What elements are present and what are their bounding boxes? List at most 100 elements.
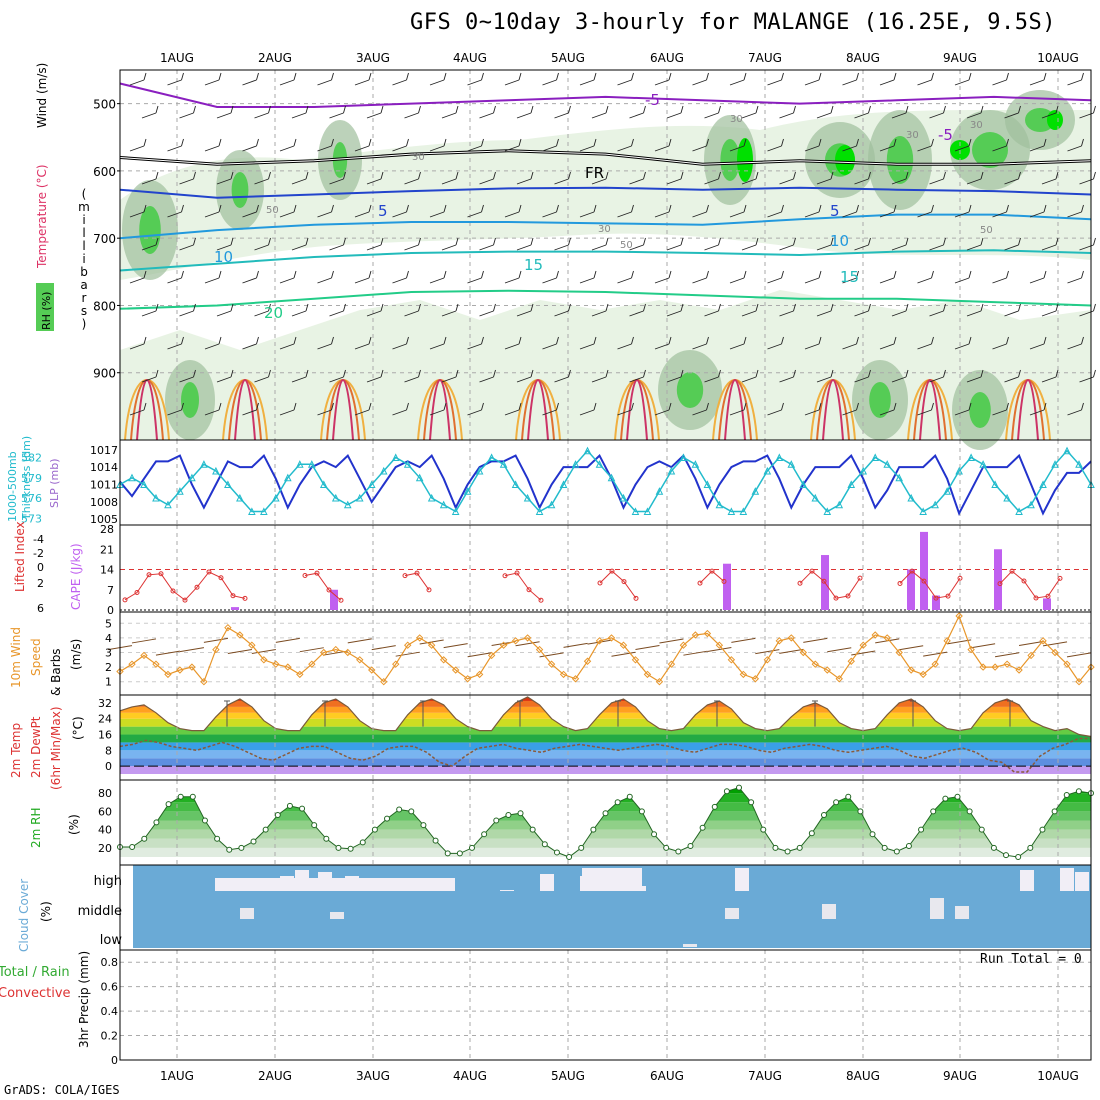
wind-speed-marker	[967, 645, 975, 654]
wind-speed-marker	[332, 645, 340, 654]
wind-speed-marker	[847, 657, 855, 665]
rh-contour-label: 50	[266, 205, 279, 216]
lifted-index-marker	[697, 580, 703, 586]
wind-barb	[929, 112, 944, 119]
wind-speed-marker	[403, 641, 412, 649]
lifted-tick: 2	[37, 577, 44, 590]
wind-barb	[654, 211, 670, 218]
lifted-index-marker	[218, 575, 224, 581]
wind-barb	[842, 211, 857, 218]
wind-barb-flag	[1018, 303, 1021, 312]
wind-barb-flag	[556, 402, 559, 411]
wind-barb	[129, 277, 145, 284]
wind-barb	[729, 145, 745, 152]
rh-marker	[675, 848, 682, 855]
rh-marker	[189, 793, 196, 800]
wind-barb	[879, 343, 895, 350]
lifted-index-marker	[402, 573, 408, 579]
wind-barb-flag	[455, 237, 459, 246]
wind-speed-marker	[619, 641, 628, 649]
thickness-marker	[248, 507, 256, 515]
pressure-tick: 600	[93, 165, 116, 179]
isotherm-line	[119, 213, 1092, 240]
wind-barb	[204, 343, 220, 350]
wind-barb	[654, 277, 670, 284]
rh-marker	[966, 808, 973, 815]
thickness-marker	[367, 480, 376, 488]
wind-barb	[516, 376, 532, 383]
wind-barb	[167, 343, 182, 350]
wind-barb-flag	[931, 270, 934, 279]
wind-barb-flag	[668, 204, 672, 213]
rh-shade-green	[969, 392, 991, 428]
rh-marker	[638, 808, 645, 815]
wind-barb-flag	[868, 369, 871, 378]
wind-barb-flag	[755, 303, 759, 312]
chart-title: GFS 0~10day 3-hourly for MALANGE (16.25E…	[410, 10, 1057, 35]
thickness-marker	[619, 493, 628, 502]
wind-barb-10m	[371, 645, 396, 651]
wind-barb	[429, 145, 445, 152]
rh-marker	[553, 849, 560, 856]
thickness-marker	[415, 473, 424, 482]
wind-barb-flag	[293, 336, 297, 345]
lifted-index-marker	[797, 580, 803, 586]
wind-barb	[579, 343, 595, 350]
wind-barb-flag	[743, 402, 747, 411]
wind-speed-marker	[236, 631, 244, 639]
wind-barb	[854, 310, 869, 317]
wind-barb	[992, 211, 1007, 218]
wind-barb-flag	[305, 303, 309, 312]
wind-barb-flag	[1055, 171, 1059, 180]
wind-barb	[254, 310, 269, 317]
wind-barb	[141, 376, 157, 383]
wind-speed-marker	[320, 648, 328, 657]
lifted-index-marker	[997, 581, 1003, 587]
thickness-marker	[200, 460, 208, 468]
pressure-tick: 800	[93, 299, 116, 313]
date-label-top: 10AUG	[1037, 51, 1079, 65]
wind-barb-flag	[980, 171, 984, 180]
wind-barb	[467, 79, 482, 86]
rh-unit: (%)	[67, 814, 81, 835]
wind-barb-flag	[268, 237, 271, 246]
ylabel-millibars: )	[82, 317, 87, 331]
wind-speed-marker	[140, 651, 148, 660]
wind-barb	[354, 343, 370, 350]
wind-barb-flag	[968, 138, 972, 147]
wind-barb	[917, 277, 932, 284]
rh-marker	[432, 837, 439, 844]
rh-marker	[918, 826, 925, 833]
lifted-index-marker	[158, 571, 164, 577]
temp-tick: 16	[98, 729, 112, 742]
thickness-marker	[991, 480, 999, 488]
wind-barb	[242, 145, 257, 152]
dewpt-label: 2m DewPt	[29, 716, 43, 778]
wind-barb	[767, 145, 782, 152]
wind-barb	[516, 244, 532, 251]
date-label-bottom: 1AUG	[160, 1069, 194, 1083]
rh-marker	[796, 844, 803, 851]
precip-tick: 0	[111, 1054, 118, 1067]
wind-barb	[579, 79, 595, 86]
wind-barb	[429, 277, 445, 284]
wind-barb-flag	[293, 72, 297, 81]
wind-barb-flag	[755, 369, 759, 378]
wind-speed-marker	[871, 631, 879, 639]
lifted-index-marker	[1021, 578, 1027, 584]
wind-barb-flag	[781, 72, 784, 81]
pressure-tick: 500	[93, 98, 116, 112]
rh-marker	[238, 844, 245, 851]
precip-total-label: Total / Rain	[0, 965, 70, 980]
wind-barb-flag	[755, 105, 759, 114]
wind-barb	[954, 211, 970, 218]
wind-speed-marker	[979, 663, 987, 671]
wind-barb-flag	[443, 402, 447, 411]
wind-barb	[1041, 376, 1057, 383]
thickness-marker	[571, 460, 580, 468]
wind-barb	[1029, 211, 1045, 218]
rh-marker	[153, 819, 160, 826]
rh-marker	[820, 812, 827, 819]
wind-barb-10m	[179, 647, 205, 653]
precip-conv-label: Convective	[0, 986, 71, 1001]
